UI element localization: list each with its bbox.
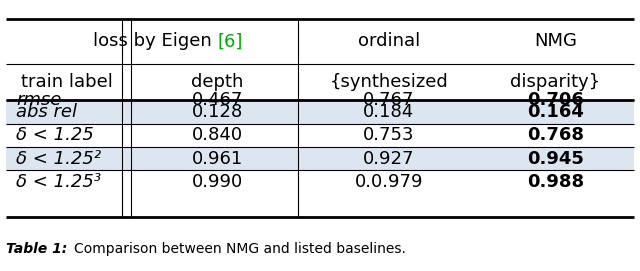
Text: 0.961: 0.961 [192, 150, 243, 167]
Text: 0.840: 0.840 [192, 126, 243, 144]
Text: depth: depth [191, 73, 244, 91]
Text: 0.0.979: 0.0.979 [355, 173, 423, 191]
Text: 0.990: 0.990 [192, 173, 243, 191]
Bar [6, 147, 634, 170]
Text: 0.767: 0.767 [363, 91, 415, 109]
Text: 0.467: 0.467 [192, 91, 243, 109]
Text: 0.945: 0.945 [527, 150, 584, 167]
Text: 0.184: 0.184 [363, 103, 415, 121]
Text: Table 1:: Table 1: [6, 242, 68, 256]
Text: abs rel: abs rel [16, 103, 77, 121]
Text: 0.706: 0.706 [527, 91, 584, 109]
Bar [6, 100, 634, 124]
Text: [6]: [6] [218, 32, 243, 50]
Text: 0.164: 0.164 [527, 103, 584, 121]
Text: ordinal: ordinal [358, 32, 420, 50]
Text: δ < 1.25³: δ < 1.25³ [16, 173, 101, 191]
Text: loss by Eigen: loss by Eigen [93, 32, 218, 50]
Text: 0.988: 0.988 [527, 173, 584, 191]
Text: 0.128: 0.128 [192, 103, 243, 121]
Text: {synthesized: {synthesized [330, 73, 448, 91]
Text: train label: train label [21, 73, 113, 91]
Text: δ < 1.25: δ < 1.25 [16, 126, 94, 144]
Text: Comparison between NMG and listed baselines.: Comparison between NMG and listed baseli… [74, 242, 406, 256]
Text: rmse: rmse [16, 91, 61, 109]
Text: 0.768: 0.768 [527, 126, 584, 144]
Text: 0.927: 0.927 [363, 150, 415, 167]
Text: 0.753: 0.753 [363, 126, 415, 144]
Text: NMG: NMG [534, 32, 577, 50]
Text: δ < 1.25²: δ < 1.25² [16, 150, 101, 167]
Text: disparity}: disparity} [510, 73, 600, 91]
